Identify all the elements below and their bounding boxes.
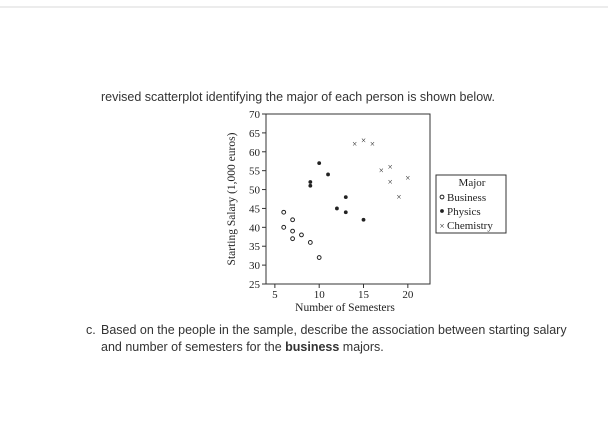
y-tick-label: 55 <box>249 166 261 178</box>
chemistry-point: × <box>388 177 393 187</box>
question-text: Based on the people in the sample, descr… <box>101 322 581 356</box>
business-point <box>290 217 295 223</box>
business-point <box>316 255 322 260</box>
legend-chemistry-marker: × <box>439 221 444 231</box>
x-tick-label: 15 <box>358 289 370 301</box>
x-axis-label: Number of Semesters <box>295 302 395 314</box>
legend-chemistry-label: Chemistry <box>447 220 493 232</box>
legend-box <box>435 174 507 234</box>
chemistry-point: × <box>361 135 366 145</box>
physics-point <box>308 183 313 188</box>
business-point <box>307 240 313 245</box>
question-label: c. <box>86 323 96 337</box>
question-text-before: Based on the people in the sample, descr… <box>101 323 567 354</box>
legend-title: Major <box>459 177 486 189</box>
physics-point <box>343 195 348 200</box>
chemistry-point: × <box>396 192 401 202</box>
plot-frame <box>265 113 431 285</box>
physics-point <box>326 172 330 177</box>
y-axis-label: Starting Salary (1,000 euros) <box>226 132 238 265</box>
x-tick-label: 10 <box>314 289 326 301</box>
y-tick-label: 45 <box>249 203 261 215</box>
business-point <box>281 209 287 215</box>
business-point <box>299 232 304 238</box>
physics-point <box>343 210 348 215</box>
physics-point <box>361 217 366 222</box>
y-tick-label: 60 <box>249 147 261 159</box>
legend-physics-marker <box>440 209 444 213</box>
business-point <box>290 228 295 234</box>
physics-point <box>308 180 313 184</box>
chemistry-point: × <box>370 139 375 149</box>
y-tick-label: 25 <box>249 279 261 291</box>
chemistry-point: × <box>388 162 393 172</box>
chemistry-point: × <box>405 173 410 183</box>
y-tick-label: 40 <box>249 222 261 234</box>
legend-physics-label: Physics <box>447 206 481 218</box>
top-divider <box>0 6 608 8</box>
chart-axes: 25 30 35 40 45 50 55 60 65 70 5 10 15 20 <box>249 109 431 301</box>
x-tick-label: 20 <box>402 289 414 301</box>
legend: Major Business Physics × Chemistry <box>435 174 507 234</box>
y-tick-label: 35 <box>249 241 261 253</box>
question-text-after: majors. <box>339 340 384 354</box>
physics-point <box>317 161 322 166</box>
physics-point <box>335 206 339 211</box>
y-tick-label: 70 <box>249 109 261 121</box>
y-tick-label: 50 <box>249 185 261 197</box>
legend-business-label: Business <box>447 192 486 204</box>
intro-text: revised scatterplot identifying the majo… <box>101 90 495 104</box>
chart-points: × × ×× ×××× <box>281 135 410 260</box>
legend-business-marker <box>439 194 445 200</box>
y-tick-label: 30 <box>249 260 261 272</box>
y-tick-label: 65 <box>249 128 261 140</box>
x-tick-label: 5 <box>272 289 278 301</box>
business-point <box>290 236 295 242</box>
chemistry-point: × <box>379 166 384 176</box>
question-bold-word: business <box>285 340 340 354</box>
business-point <box>281 224 287 230</box>
chemistry-point: × <box>352 139 357 149</box>
